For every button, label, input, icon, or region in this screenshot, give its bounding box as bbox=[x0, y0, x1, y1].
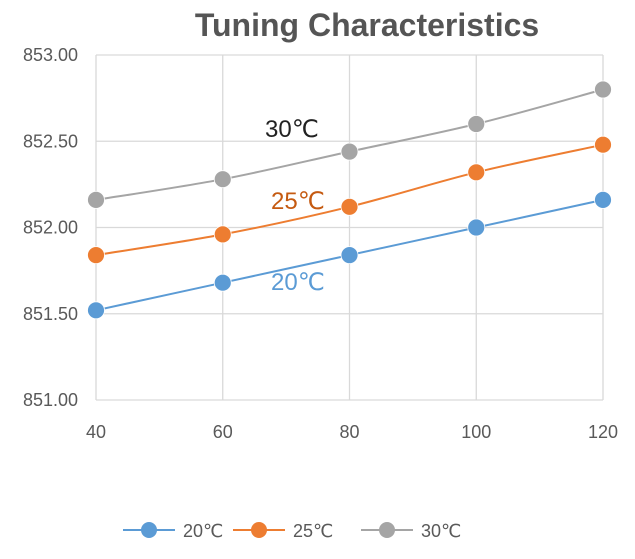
data-point bbox=[87, 301, 105, 320]
data-point bbox=[213, 225, 232, 244]
data-point bbox=[594, 190, 612, 209]
annotation-30c: 30℃ bbox=[265, 116, 319, 143]
data-point bbox=[87, 190, 105, 209]
annotation-25c: 25℃ bbox=[271, 188, 325, 215]
x-axis-ticks: 40 60 80 100 120 bbox=[86, 422, 618, 442]
legend-label-20c: 20℃ bbox=[183, 521, 223, 541]
legend-label-25c: 25℃ bbox=[293, 521, 333, 541]
data-point bbox=[594, 80, 612, 99]
series-lines bbox=[87, 80, 612, 320]
data-point bbox=[594, 135, 612, 154]
series-annotations: 30℃ 25℃ 20℃ bbox=[265, 116, 325, 296]
data-point bbox=[213, 273, 232, 292]
legend-item-20c: 20℃ bbox=[123, 521, 223, 541]
legend: 20℃ 25℃ 30℃ bbox=[123, 521, 461, 541]
x-tick-label: 120 bbox=[588, 422, 618, 442]
y-tick-label: 851.50 bbox=[23, 304, 78, 324]
y-tick-label: 853.00 bbox=[23, 45, 78, 65]
x-tick-label: 40 bbox=[86, 422, 106, 442]
y-tick-label: 852.50 bbox=[23, 131, 78, 151]
chart-title: Tuning Characteristics bbox=[195, 7, 539, 43]
series-1 bbox=[87, 135, 612, 265]
data-point bbox=[467, 163, 486, 182]
y-axis-ticks: 851.00 851.50 852.00 852.50 853.00 bbox=[23, 45, 78, 410]
data-point bbox=[340, 197, 359, 216]
x-tick-label: 100 bbox=[461, 422, 491, 442]
gridlines bbox=[95, 54, 604, 401]
data-point bbox=[340, 246, 359, 265]
y-tick-label: 851.00 bbox=[23, 390, 78, 410]
data-point bbox=[467, 218, 486, 237]
data-point bbox=[340, 142, 359, 161]
legend-item-30c: 30℃ bbox=[361, 521, 461, 541]
series-2 bbox=[87, 80, 612, 209]
series-0 bbox=[87, 190, 612, 320]
x-tick-label: 80 bbox=[339, 422, 359, 442]
y-tick-label: 852.00 bbox=[23, 218, 78, 238]
data-point bbox=[467, 115, 486, 133]
data-point bbox=[213, 170, 232, 189]
annotation-20c: 20℃ bbox=[271, 269, 325, 296]
data-point bbox=[87, 246, 105, 265]
legend-item-25c: 25℃ bbox=[233, 521, 333, 541]
x-tick-label: 60 bbox=[213, 422, 233, 442]
legend-label-30c: 30℃ bbox=[421, 521, 461, 541]
